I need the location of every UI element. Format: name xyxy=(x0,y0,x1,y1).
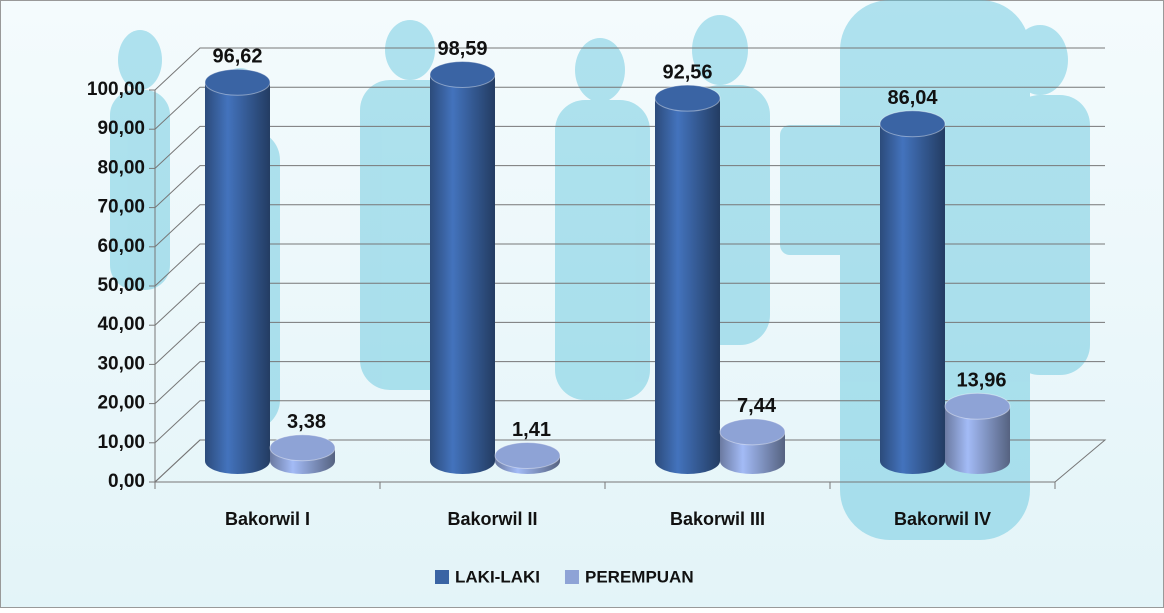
value-label: 13,96 xyxy=(956,370,1006,392)
x-tick-label: Bakorwil III xyxy=(670,509,765,529)
y-tick-label: 80,00 xyxy=(97,157,145,178)
bar-top xyxy=(494,441,561,469)
y-tick-label: 60,00 xyxy=(97,236,145,257)
legend-label: PEREMPUAN xyxy=(585,567,694,586)
x-tick-label: Bakorwil II xyxy=(447,509,537,529)
bar-top xyxy=(269,434,336,462)
plot-area: 0,00 10,00 20,00 30,00 40,00 50,00 60,00 70,00 8… xyxy=(87,38,1107,529)
grid-line xyxy=(154,400,1105,444)
value-label: 86,04 xyxy=(887,87,938,109)
legend-label: LAKI-LAKI xyxy=(455,567,540,586)
y-tick-label: 30,00 xyxy=(97,353,145,374)
y-tick-label: 70,00 xyxy=(97,197,145,218)
y-tick-label: 50,00 xyxy=(97,275,145,296)
y-tick-label: 100,00 xyxy=(87,79,145,100)
legend-swatch xyxy=(435,570,449,584)
bar xyxy=(655,98,720,475)
bar xyxy=(205,82,270,475)
grid-line xyxy=(154,321,1105,365)
value-label: 7,44 xyxy=(737,395,777,417)
bar-top xyxy=(879,110,946,138)
bar xyxy=(945,406,1010,475)
bar-top xyxy=(944,392,1011,420)
y-tick-label: 40,00 xyxy=(97,314,145,335)
y-tick-label: 20,00 xyxy=(97,393,145,414)
y-tick-label: 0,00 xyxy=(108,471,145,492)
bar xyxy=(430,74,495,475)
grid-line xyxy=(154,165,1105,208)
bar-top xyxy=(654,84,721,112)
y-tick-label: 90,00 xyxy=(97,118,145,139)
x-tick-label: Bakorwil I xyxy=(225,509,310,529)
legend-swatch xyxy=(564,570,579,584)
value-label: 92,56 xyxy=(662,61,712,83)
bar xyxy=(880,123,945,475)
grid-line xyxy=(154,361,1105,404)
grid-line xyxy=(154,439,1105,483)
bar-top xyxy=(429,61,496,89)
grid-line xyxy=(154,204,1105,248)
grid-line xyxy=(154,47,1105,91)
value-label: 96,62 xyxy=(212,46,262,68)
y-tick-label: 10,00 xyxy=(97,432,145,453)
bar-top xyxy=(204,68,271,96)
grid-line xyxy=(154,125,1105,169)
bar-top xyxy=(719,418,786,446)
value-label: 3,38 xyxy=(287,411,326,433)
value-label: 98,59 xyxy=(437,38,487,60)
value-label: 1,41 xyxy=(512,419,551,441)
grid-line xyxy=(154,282,1105,326)
legend: LAKI-LAKI PEREMPUAN xyxy=(435,567,694,586)
grid-line xyxy=(154,243,1105,287)
grid-line xyxy=(154,86,1105,130)
x-tick-label: Bakorwil IV xyxy=(894,509,991,529)
